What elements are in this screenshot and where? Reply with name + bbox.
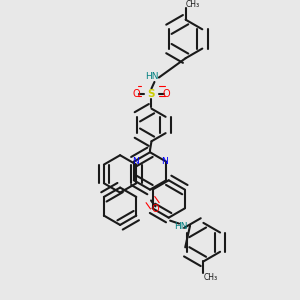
Text: N: N [132,157,139,166]
Text: O: O [152,204,159,214]
Text: CH₃: CH₃ [186,0,200,9]
Text: N: N [161,157,168,166]
Text: O: O [133,89,140,99]
Text: S: S [148,89,155,99]
Text: O: O [163,89,170,99]
Text: CH₃: CH₃ [204,273,218,282]
Text: HN: HN [174,222,187,231]
Text: HN: HN [145,71,158,80]
